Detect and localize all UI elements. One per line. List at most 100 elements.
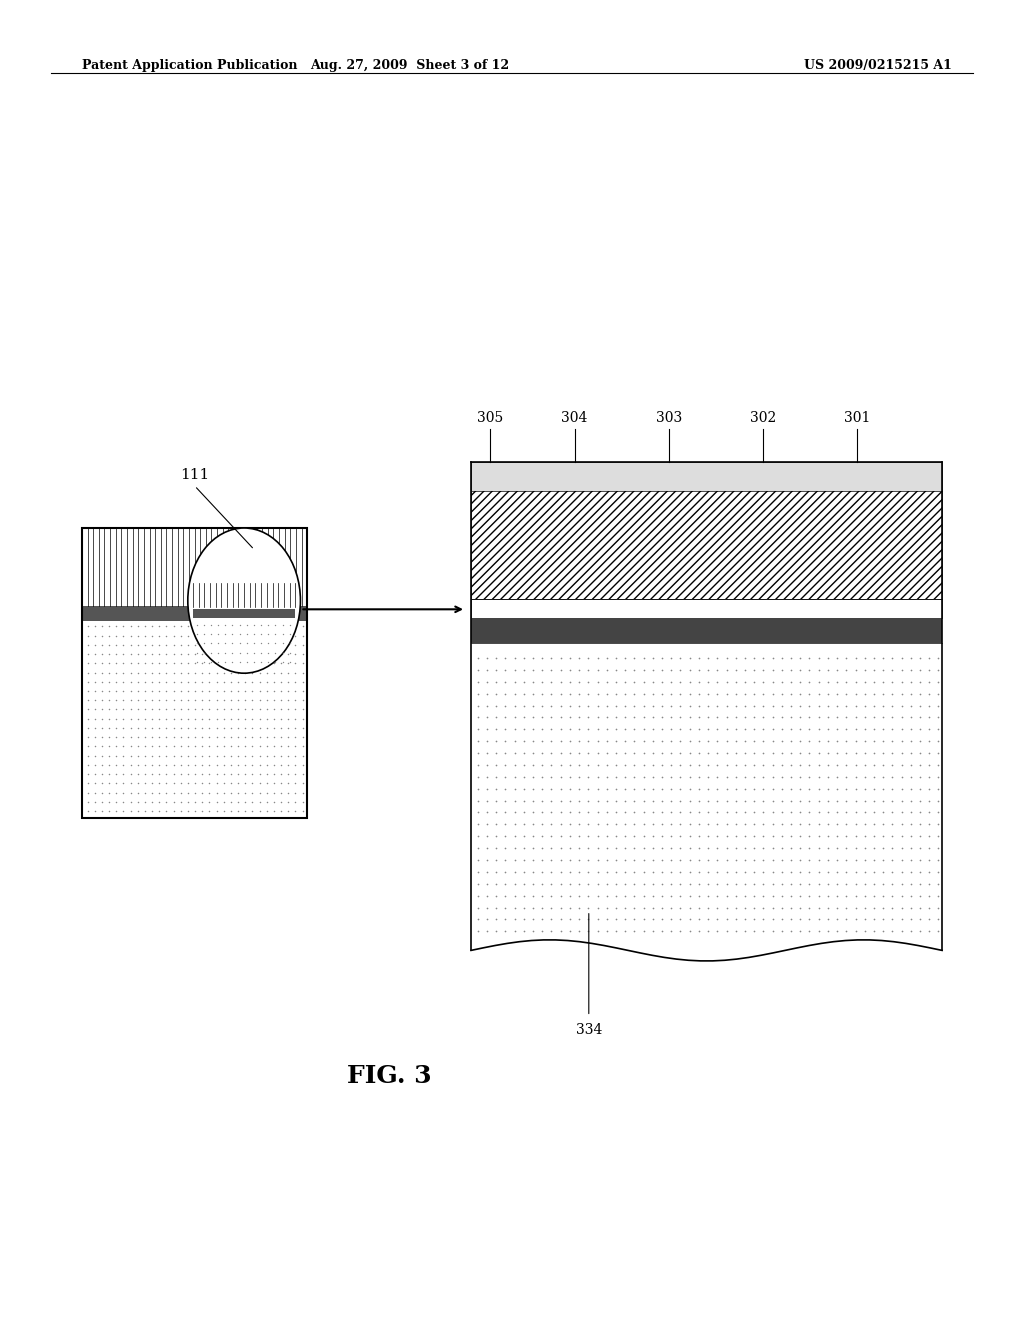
- Point: [636, 730, 652, 751]
- Point: [857, 921, 873, 942]
- Point: [195, 708, 211, 729]
- Point: [571, 813, 588, 834]
- Point: [535, 647, 551, 668]
- Point: [202, 800, 218, 821]
- Point: [627, 777, 643, 799]
- Point: [866, 671, 883, 692]
- Point: [885, 801, 901, 824]
- Point: [581, 682, 597, 704]
- Point: [507, 874, 523, 895]
- Point: [224, 632, 241, 653]
- Point: [80, 800, 96, 821]
- Point: [885, 671, 901, 692]
- Point: [498, 908, 514, 929]
- Point: [173, 643, 189, 664]
- Point: [173, 624, 189, 645]
- Point: [195, 754, 211, 775]
- Point: [691, 861, 708, 882]
- Point: [488, 874, 505, 895]
- Point: [728, 766, 744, 787]
- Point: [144, 689, 161, 710]
- Point: [571, 777, 588, 799]
- Point: [159, 791, 175, 812]
- Point: [866, 718, 883, 739]
- Point: [281, 661, 297, 682]
- Point: [209, 772, 225, 793]
- Point: [885, 694, 901, 715]
- Point: [281, 652, 297, 673]
- Point: [80, 615, 96, 636]
- Point: [166, 634, 182, 655]
- Point: [599, 921, 615, 942]
- Point: [737, 898, 754, 919]
- Point: [195, 726, 211, 747]
- Point: [273, 652, 290, 673]
- Point: [654, 694, 671, 715]
- Point: [562, 826, 579, 847]
- Point: [252, 624, 268, 645]
- Point: [876, 694, 892, 715]
- Point: [931, 659, 947, 680]
- Point: [673, 742, 689, 763]
- Point: [94, 772, 111, 793]
- Point: [848, 777, 864, 799]
- Point: [866, 754, 883, 775]
- Point: [288, 661, 304, 682]
- Point: [931, 921, 947, 942]
- Point: [820, 706, 837, 727]
- Point: [654, 898, 671, 919]
- Point: [196, 614, 212, 635]
- Point: [581, 921, 597, 942]
- Point: [737, 671, 754, 692]
- Point: [469, 813, 486, 834]
- Point: [116, 744, 132, 766]
- Point: [636, 874, 652, 895]
- Point: [737, 754, 754, 775]
- Point: [673, 789, 689, 810]
- Point: [188, 642, 205, 663]
- Point: [288, 781, 304, 803]
- Point: [507, 694, 523, 715]
- Point: [166, 791, 182, 812]
- Point: [737, 777, 754, 799]
- Point: [756, 884, 772, 906]
- Point: [223, 643, 240, 664]
- Point: [654, 813, 671, 834]
- Point: [866, 647, 883, 668]
- Point: [295, 634, 311, 655]
- Point: [885, 850, 901, 871]
- Point: [774, 813, 791, 834]
- Point: [288, 772, 304, 793]
- Point: [166, 652, 182, 673]
- Point: [288, 671, 304, 692]
- Point: [912, 921, 929, 942]
- Point: [187, 643, 204, 664]
- Point: [756, 659, 772, 680]
- Point: [525, 682, 542, 704]
- Point: [516, 647, 532, 668]
- Point: [535, 874, 551, 895]
- Point: [783, 671, 800, 692]
- Point: [238, 661, 254, 682]
- Point: [562, 682, 579, 704]
- Point: [525, 706, 542, 727]
- Point: [599, 898, 615, 919]
- Point: [673, 861, 689, 882]
- Point: [682, 647, 698, 668]
- Point: [116, 735, 132, 756]
- Point: [535, 706, 551, 727]
- Point: [144, 634, 161, 655]
- Point: [498, 730, 514, 751]
- Point: [210, 642, 226, 663]
- Point: [903, 682, 920, 704]
- Point: [617, 730, 634, 751]
- Point: [728, 898, 744, 919]
- Point: [252, 615, 268, 636]
- Point: [756, 898, 772, 919]
- Point: [469, 766, 486, 787]
- Point: [783, 718, 800, 739]
- Point: [783, 850, 800, 871]
- Point: [673, 801, 689, 824]
- Point: [281, 689, 297, 710]
- Circle shape: [187, 528, 300, 673]
